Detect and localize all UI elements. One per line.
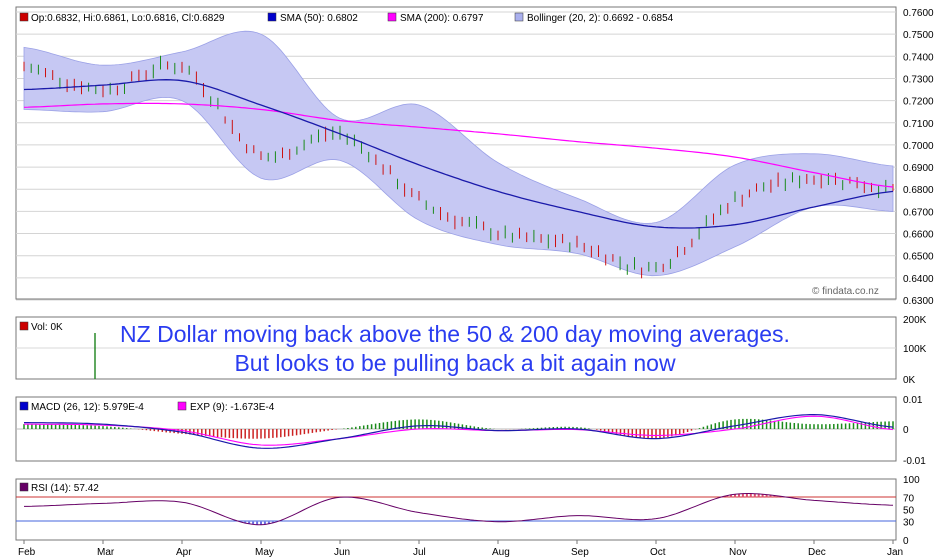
macd-y-tick: -0.01 xyxy=(903,456,926,467)
rsi-y-tick: 100 xyxy=(903,475,920,486)
annotation-line-1: NZ Dollar moving back above the 50 & 200… xyxy=(120,321,790,347)
watermark: © findata.co.nz xyxy=(812,286,879,297)
legend-volume-swatch xyxy=(19,321,29,331)
rsi-plot-frame xyxy=(15,478,897,541)
volume-y-tick: 100K xyxy=(903,344,927,355)
price-y-tick: 0.6600 xyxy=(903,230,934,241)
sma50-line xyxy=(23,79,894,229)
legend-macd-swatch xyxy=(19,401,29,411)
macd-panel: MACD (26, 12): 5.979E-4 EXP (9): -1.673E… xyxy=(15,395,926,467)
rsi-y-tick: 0 xyxy=(903,536,909,547)
legend-ohlc-swatch xyxy=(19,12,29,22)
price-y-tick: 0.7400 xyxy=(903,52,934,63)
x-tick-label: Sep xyxy=(571,547,589,558)
x-axis: Feb Mar Apr May Jun Jul Aug Sep Oct Nov Dec Jan xyxy=(18,540,903,558)
legend-volume: Vol: 0K xyxy=(31,322,63,333)
price-y-tick: 0.6500 xyxy=(903,252,934,263)
x-tick-label: Feb xyxy=(18,547,36,558)
legend-bollinger: Bollinger (20, 2): 0.6692 - 0.6854 xyxy=(527,13,674,24)
price-y-tick: 0.6700 xyxy=(903,207,934,218)
bollinger-band xyxy=(23,30,894,277)
legend-sma200-swatch xyxy=(387,12,397,22)
price-y-tick: 0.6800 xyxy=(903,185,934,196)
macd-y-tick: 0 xyxy=(903,425,909,436)
price-y-tick: 0.6900 xyxy=(903,163,934,174)
legend-bollinger-swatch xyxy=(514,12,524,22)
price-y-tick: 0.6300 xyxy=(903,296,934,307)
x-tick-label: Apr xyxy=(176,547,192,558)
price-panel: 0.7600 0.7500 0.7400 0.7300 0.7200 0.7100 0.70… xyxy=(15,6,934,307)
exp-signal-line xyxy=(24,415,894,446)
annotation-line-2: But looks to be pulling back a bit again… xyxy=(234,350,676,376)
macd-y-tick: 0.01 xyxy=(903,395,923,406)
legend-ohlc: Op:0.6832, Hi:0.6861, Lo:0.6816, Cl:0.68… xyxy=(31,13,225,24)
legend-exp: EXP (9): -1.673E-4 xyxy=(190,402,275,413)
legend-rsi-swatch xyxy=(19,482,29,492)
x-tick-label: Nov xyxy=(729,547,747,558)
x-tick-label: May xyxy=(255,547,274,558)
x-tick-label: Jun xyxy=(334,547,350,558)
legend-exp-swatch xyxy=(177,401,187,411)
legend-rsi: RSI (14): 57.42 xyxy=(31,483,99,494)
price-y-tick: 0.7300 xyxy=(903,74,934,85)
price-y-tick: 0.7200 xyxy=(903,97,934,108)
x-tick-label: Oct xyxy=(650,547,666,558)
price-y-tick: 0.7500 xyxy=(903,30,934,41)
x-tick-label: Jul xyxy=(413,547,426,558)
sma200-line xyxy=(23,102,894,188)
volume-panel: Vol: 0K 200K 100K 0K NZ Dollar moving ba… xyxy=(15,315,927,386)
price-y-tick: 0.7100 xyxy=(903,119,934,130)
legend-macd: MACD (26, 12): 5.979E-4 xyxy=(31,402,144,413)
price-y-tick: 0.7600 xyxy=(903,8,934,19)
legend-sma50-swatch xyxy=(267,12,277,22)
rsi-y-tick: 30 xyxy=(903,518,915,529)
legend-sma200: SMA (200): 0.6797 xyxy=(400,13,484,24)
legend-sma50: SMA (50): 0.6802 xyxy=(280,13,358,24)
rsi-line xyxy=(24,493,894,526)
price-y-axis: 0.7600 0.7500 0.7400 0.7300 0.7200 0.7100 0.70… xyxy=(903,8,934,307)
macd-line xyxy=(24,414,894,449)
rsi-y-tick: 70 xyxy=(903,493,915,504)
price-legend: Op:0.6832, Hi:0.6861, Lo:0.6816, Cl:0.68… xyxy=(19,12,674,24)
x-tick-label: Jan xyxy=(887,547,903,558)
price-y-tick: 0.6400 xyxy=(903,274,934,285)
price-y-tick: 0.7000 xyxy=(903,141,934,152)
rsi-y-tick: 50 xyxy=(903,506,915,517)
volume-y-tick: 0K xyxy=(903,375,916,386)
volume-y-tick: 200K xyxy=(903,315,927,326)
x-tick-label: Mar xyxy=(97,547,115,558)
x-tick-label: Aug xyxy=(492,547,510,558)
x-tick-label: Dec xyxy=(808,547,826,558)
